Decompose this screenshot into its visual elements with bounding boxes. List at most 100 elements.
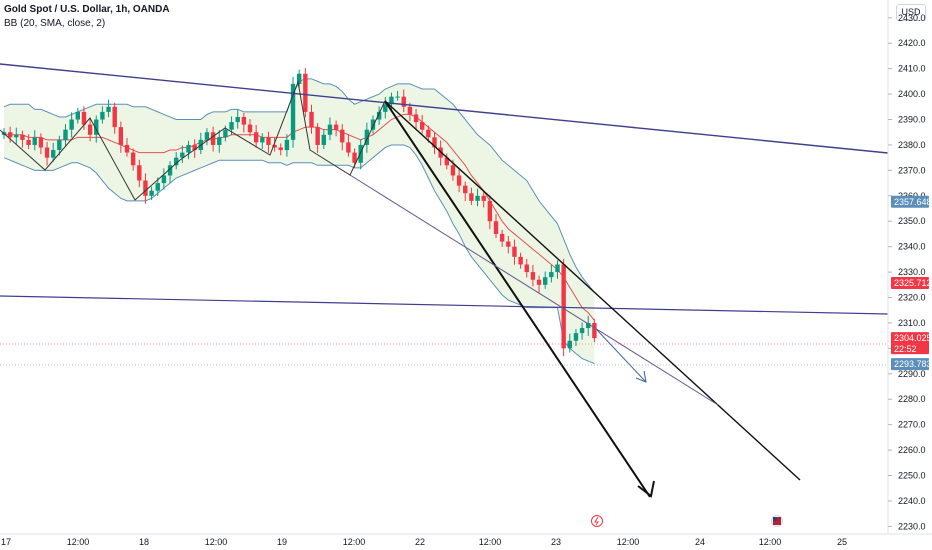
candle-body — [235, 116, 240, 123]
candle-body — [530, 272, 536, 280]
channel-upper-line — [384, 100, 801, 481]
candle-body — [524, 264, 529, 273]
price-tick-label: 2270.0 — [898, 420, 926, 430]
candle-body — [143, 180, 148, 196]
candle-body — [81, 111, 87, 125]
price-tick-label: 2330.0 — [898, 267, 926, 277]
zigzag-path — [0, 80, 386, 201]
lower-channel-line — [349, 174, 719, 406]
bb-lower-line — [3, 144, 595, 365]
candle-body — [241, 116, 247, 125]
candle-body — [444, 157, 449, 166]
candle-body — [106, 106, 111, 112]
candle-body — [512, 246, 517, 257]
candle-body — [7, 132, 13, 138]
price-tick-label: 2280.0 — [898, 394, 926, 404]
candle-body — [543, 277, 548, 285]
symbol-legend: Gold Spot / U.S. Dollar, 1h, OANDA — [4, 4, 170, 15]
candles — [1, 68, 597, 357]
candle-body — [376, 111, 382, 120]
candle-body — [555, 264, 560, 273]
candle-body — [450, 165, 456, 176]
candle-body — [481, 195, 486, 201]
candle-body — [573, 333, 579, 341]
candle-body — [518, 256, 523, 265]
price-tick-label: 2230.0 — [898, 521, 926, 531]
lightning-event-icon[interactable] — [591, 515, 603, 527]
candle-body — [413, 114, 419, 123]
trend-drawings — [0, 63, 889, 498]
candle-body — [223, 129, 228, 138]
candle-body — [499, 233, 505, 242]
candle-body — [290, 83, 296, 140]
bollinger-bands — [3, 78, 595, 365]
price-tick-label: 2350.0 — [898, 216, 926, 226]
horizontal-support-line — [0, 295, 889, 315]
candle-body — [20, 134, 25, 140]
time-tick-label: 24 — [695, 537, 705, 547]
candle-body — [149, 190, 154, 196]
candle-body — [567, 340, 572, 349]
candle-body — [278, 147, 283, 151]
candle-body — [327, 124, 333, 135]
candle-body — [395, 96, 400, 98]
price-tick-label: 2320.0 — [898, 293, 926, 303]
candle-body — [14, 134, 19, 138]
candle-body — [161, 175, 167, 184]
price-tick-label: 2340.0 — [898, 242, 926, 252]
price-tick-label: 2370.0 — [898, 165, 926, 175]
time-tick-label: 12:00 — [205, 537, 228, 547]
candle-body — [297, 73, 302, 84]
price-tick-label: 2240.0 — [898, 496, 926, 506]
candle-body — [340, 129, 345, 143]
candle-body — [266, 137, 271, 145]
candle-body — [44, 147, 50, 158]
candle-body — [346, 142, 351, 153]
bb-basis-line — [4, 113, 595, 321]
price-tag-label: 2357.648 — [894, 197, 932, 207]
candle-body — [192, 144, 197, 151]
lightning-event-glyph — [594, 516, 599, 526]
price-tick-label: 2410.0 — [898, 64, 926, 74]
time-tick-label: 22 — [415, 537, 425, 547]
price-tick-label: 2390.0 — [898, 115, 926, 125]
price-tag-box — [891, 358, 929, 371]
price-tick-label: 2310.0 — [898, 318, 926, 328]
price-tag-label: 2293.783 — [894, 359, 932, 369]
candle-body — [118, 127, 124, 145]
price-tag-label: 2304.025 — [894, 333, 932, 343]
candle-body — [284, 139, 290, 151]
candle-body — [124, 144, 130, 153]
candle-body — [167, 165, 173, 176]
candle-body — [586, 322, 591, 329]
time-tick-label: 12:00 — [617, 537, 640, 547]
candle-body — [75, 111, 80, 120]
candle-body — [493, 221, 499, 234]
time-tick-label: 25 — [837, 537, 847, 547]
candle-body — [100, 111, 105, 120]
currency-button[interactable]: USD — [896, 4, 926, 21]
candle-body — [358, 144, 363, 163]
candle-body — [303, 73, 308, 112]
candle-body — [579, 328, 585, 334]
price-tag-label: 2325.712 — [894, 278, 932, 288]
indicator-legend: BB (20, SMA, close, 2) — [4, 18, 106, 29]
projection-arrow-line — [596, 329, 646, 382]
candle-body — [130, 152, 136, 166]
candle-body — [407, 106, 413, 115]
candle-body — [94, 119, 99, 135]
candle-body — [315, 127, 320, 145]
candle-body — [321, 134, 326, 145]
candle-body — [63, 129, 68, 140]
candle-body — [174, 157, 179, 166]
candle-body — [549, 272, 554, 278]
price-tick-label: 2290.0 — [898, 369, 926, 379]
candle-body — [426, 129, 431, 138]
candle-body — [32, 137, 37, 145]
main-down-arrowhead — [637, 480, 655, 498]
time-tick-label: 19 — [277, 537, 287, 547]
candle-body — [210, 132, 216, 145]
time-axis: 17 12:00 18 12:00 19 12:00 22 12:00 23 12:00 24 12:… — [1, 537, 847, 547]
